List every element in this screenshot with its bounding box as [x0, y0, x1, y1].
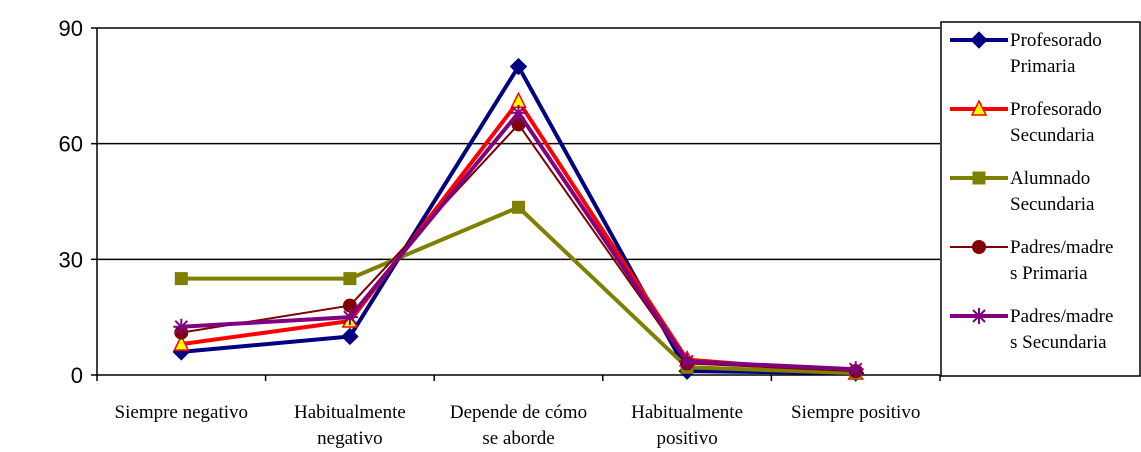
- legend-label-line: Profesorado: [1010, 99, 1102, 120]
- data-point: [173, 334, 190, 351]
- legend-label-line: Primaria: [1010, 56, 1076, 77]
- x-tick-label-line: se aborde: [482, 428, 554, 449]
- legend-label-line: Alumnado: [1010, 168, 1090, 189]
- x-tick-label: Depende de cómo se aborde: [450, 402, 587, 449]
- axes: [91, 27, 941, 381]
- data-point: [510, 104, 527, 121]
- legend: Profesorado Primaria Profesorado Secundaria…: [940, 21, 1141, 377]
- legend-entry: Profesorado Primaria: [950, 30, 1102, 77]
- legend-label: Padres/madre s Secundaria: [1010, 306, 1113, 353]
- y-tick-label: 0: [71, 363, 83, 388]
- legend-label: Profesorado Primaria: [1010, 30, 1102, 77]
- legend-label: Profesorado Secundaria: [1010, 99, 1102, 146]
- legend-entry: Padres/madre s Primaria: [950, 237, 1113, 284]
- legend-label-line: Profesorado: [1010, 30, 1102, 51]
- legend-entry: Profesorado Secundaria: [950, 99, 1102, 146]
- series-line: [181, 97, 856, 376]
- data-point: [173, 318, 190, 335]
- legend-label-line: Padres/madre: [1010, 306, 1113, 327]
- legend-label-line: Padres/madre: [1010, 237, 1113, 258]
- legend-label-line: s Primaria: [1010, 263, 1088, 284]
- x-tick-label: Siempre negativo: [115, 402, 249, 423]
- x-tick-label-line: Siempre negativo: [115, 402, 249, 423]
- grid-lines: [97, 27, 940, 261]
- x-tick-label-line: Siempre positivo: [791, 402, 920, 423]
- series-3: [174, 200, 863, 380]
- legend-label: Padres/madre s Primaria: [1010, 237, 1113, 284]
- y-tick-label: 30: [59, 247, 83, 272]
- legend-label-line: s Secundaria: [1010, 332, 1107, 353]
- data-point: [512, 200, 525, 214]
- legend-label-line: Secundaria: [1010, 194, 1095, 215]
- legend-label: Alumnado Secundaria: [1010, 168, 1095, 215]
- data-point: [341, 327, 359, 346]
- x-tick-label-line: Depende de cómo: [450, 402, 587, 423]
- legend-swatch-marker: [971, 308, 987, 324]
- x-tick-label: Habitualmente negativo: [294, 402, 406, 449]
- data-point: [847, 361, 864, 378]
- x-tick-label-line: negativo: [317, 428, 382, 449]
- legend-entry: Alumnado Secundaria: [950, 168, 1095, 215]
- legend-entry: Padres/madre s Secundaria: [950, 306, 1113, 353]
- x-tick-label: Siempre positivo: [791, 402, 920, 423]
- series-5: [173, 104, 864, 378]
- data-point: [679, 353, 696, 370]
- x-tick-label-line: Habitualmente: [294, 402, 406, 423]
- x-tick-label-line: Habitualmente: [631, 402, 743, 423]
- series-line: [181, 204, 856, 376]
- legend-label-line: Secundaria: [1010, 125, 1095, 146]
- x-tick-label-line: positivo: [656, 428, 717, 449]
- data-point: [343, 272, 357, 286]
- x-axis-tick-labels: Siempre negativo Habitualmente negativo Dep…: [115, 402, 921, 449]
- legend-swatch-marker: [972, 240, 986, 254]
- y-axis-tick-labels: 0 30 60 90: [59, 16, 83, 388]
- legend-swatch-marker: [970, 99, 988, 116]
- y-tick-label: 60: [59, 132, 83, 157]
- legend-swatch-marker: [972, 171, 986, 185]
- y-tick-label: 90: [59, 16, 83, 41]
- data-point: [341, 309, 358, 326]
- legend-swatch-marker: [970, 31, 988, 49]
- series-4: [174, 117, 863, 379]
- series-line: [181, 122, 856, 373]
- data-point: [174, 272, 188, 286]
- x-tick-label: Habitualmente positivo: [631, 402, 743, 449]
- series-lines: [172, 57, 865, 382]
- data-point: [509, 57, 528, 76]
- series-2: [173, 91, 864, 380]
